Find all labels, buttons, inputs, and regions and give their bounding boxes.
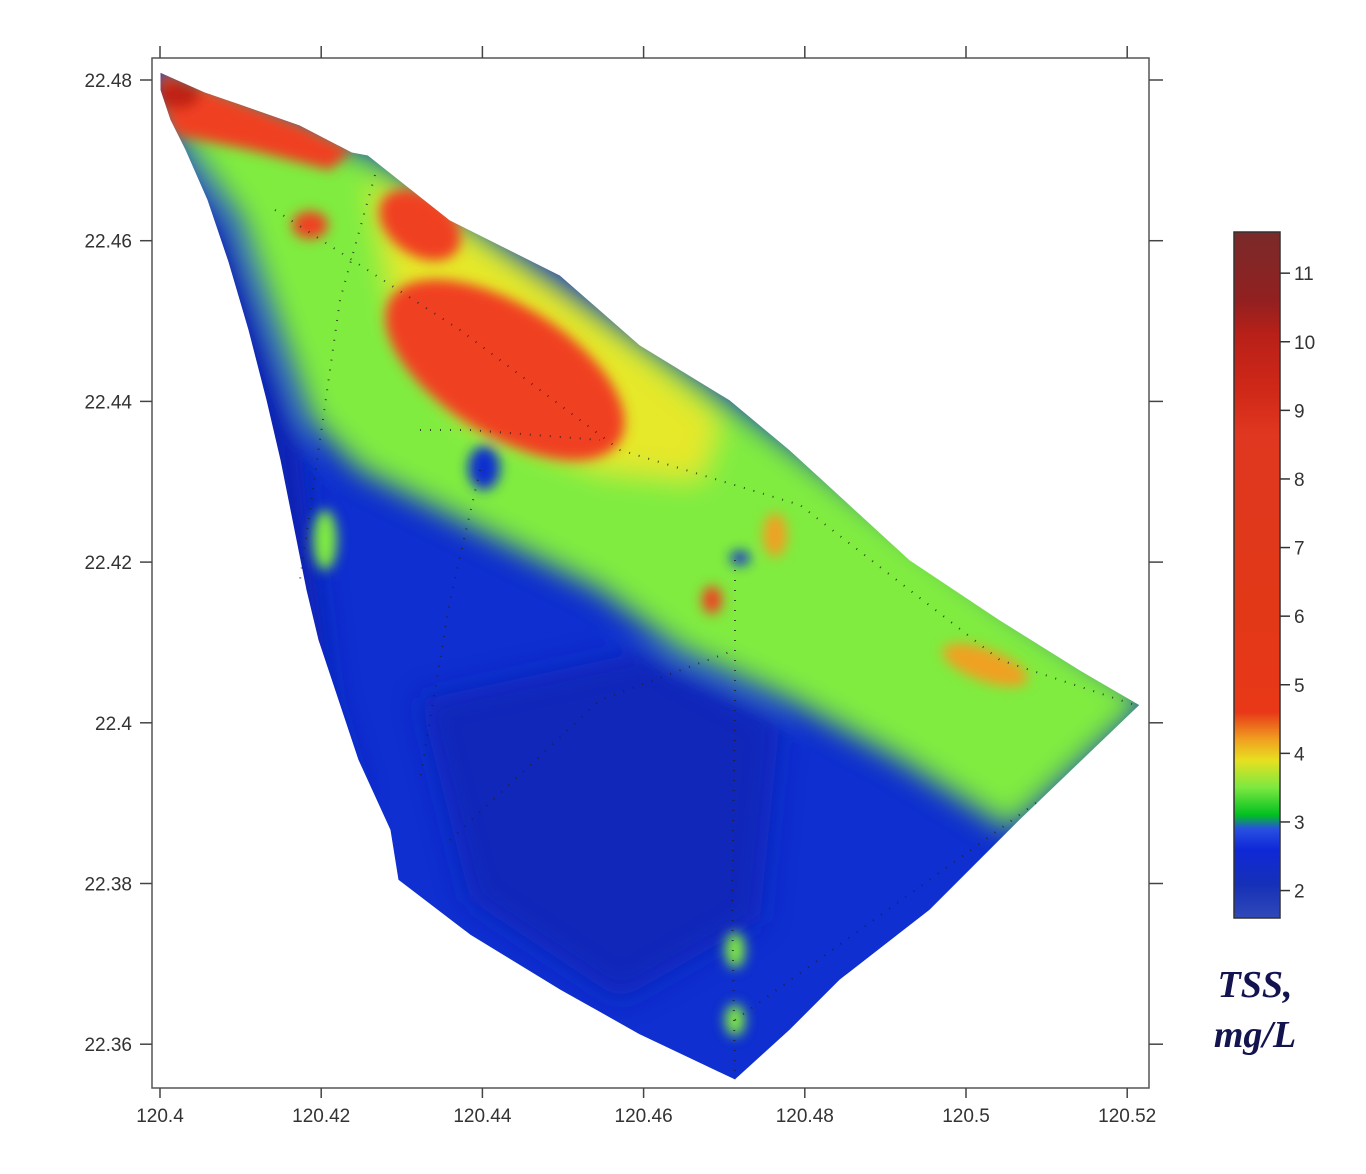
surface-very-high-nw <box>160 81 200 109</box>
colorbar-title: TSS, mg/L <box>1180 960 1330 1060</box>
colorbar-ticks: 11 10 9 8 7 6 5 4 3 2 <box>1280 264 1315 903</box>
survey-track-5 <box>730 560 736 1081</box>
y-tick-label: 22.42 <box>84 553 132 574</box>
y-tick-label: 22.48 <box>84 71 132 92</box>
x-tick-label: 120.4 <box>136 1106 184 1127</box>
x-tick-label: 120.46 <box>615 1106 673 1127</box>
x-tick-label: 120.44 <box>453 1106 512 1127</box>
x-tick-label: 120.48 <box>776 1106 834 1127</box>
y-tick-label: 22.46 <box>84 232 132 253</box>
surface-mid-spot-s1 <box>725 932 745 968</box>
surface-high-spot-3 <box>702 586 722 614</box>
y-tick-label: 22.36 <box>84 1035 132 1056</box>
surface-high-spot-2 <box>763 513 787 557</box>
region-outline <box>159 71 1141 1081</box>
colorbar-tick-label: 2 <box>1294 882 1305 903</box>
colorbar-tick-label: 4 <box>1294 744 1305 765</box>
colorbar-tick-label: 9 <box>1294 401 1305 422</box>
colorbar-bar <box>1233 231 1281 919</box>
colorbar-tick-label: 8 <box>1294 470 1305 491</box>
map-axes: 120.4 120.42 120.44 120.46 120.48 120.5 120.52… <box>84 46 1163 1127</box>
x-tick-label: 120.42 <box>292 1106 350 1127</box>
surface-high-spot-4 <box>942 643 1028 687</box>
x-tick-label: 120.5 <box>942 1106 990 1127</box>
survey-tracks <box>274 174 1136 1081</box>
y-tick-label: 22.38 <box>84 875 132 896</box>
colorbar-tick-label: 10 <box>1294 333 1315 354</box>
surface-low-blob-1 <box>468 446 500 490</box>
surface-mid-spot-w <box>313 510 337 570</box>
colorbar-tick-label: 7 <box>1294 539 1305 560</box>
y-tick-label: 22.44 <box>84 392 132 413</box>
surface-high-nw <box>160 72 352 170</box>
colorbar-tick-label: 6 <box>1294 607 1305 628</box>
colorbar-tick-label: 5 <box>1294 676 1305 697</box>
y-tick-label: 22.4 <box>95 714 132 735</box>
survey-track-3 <box>420 429 601 441</box>
colorbar-tick-label: 3 <box>1294 813 1305 834</box>
colorbar-tick-label: 11 <box>1294 264 1314 285</box>
surface-low-blob-2 <box>730 551 750 565</box>
surface-dark-center <box>420 650 780 1000</box>
colorbar-title-line1: TSS, <box>1217 964 1293 1006</box>
surface-high-spot-1 <box>292 211 328 239</box>
colorbar-title-line2: mg/L <box>1213 1014 1297 1056</box>
x-tick-label: 120.52 <box>1098 1106 1156 1127</box>
surface-high-core <box>385 279 625 461</box>
